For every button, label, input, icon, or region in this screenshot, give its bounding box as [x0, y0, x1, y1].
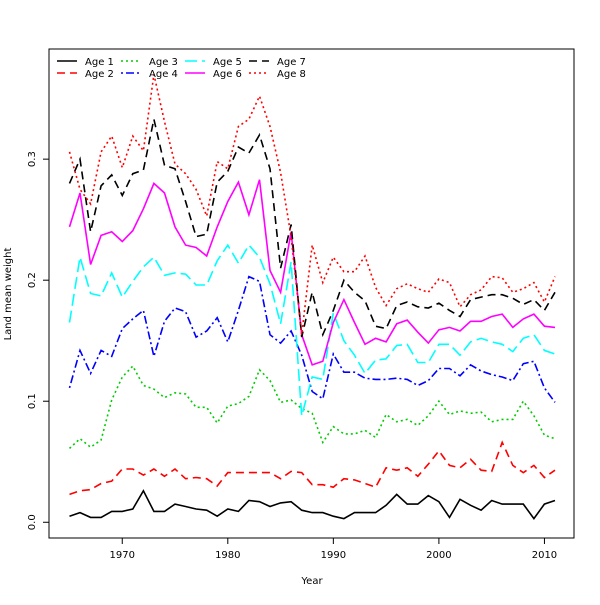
legend-label: Age 5 — [213, 57, 242, 68]
legend-label: Age 1 — [85, 57, 114, 68]
y-tick-label: 0.1 — [27, 393, 38, 409]
y-axis: 0.0 0.1 0.2 0.3 — [27, 151, 50, 530]
series-line-age-6 — [68, 179, 556, 366]
y-tick-label: 0.0 — [27, 514, 38, 530]
y-tick-label: 0.3 — [27, 151, 38, 167]
series-line-age-3 — [68, 364, 556, 449]
legend-label: Age 8 — [277, 69, 306, 80]
legend-label: Age 7 — [277, 57, 306, 68]
series-line-age-5 — [68, 243, 556, 417]
y-axis-label: Land mean weight — [3, 248, 14, 341]
x-axis-label: Year — [300, 576, 323, 587]
x-tick-label: 1980 — [215, 550, 240, 561]
x-tick-label: 1990 — [321, 550, 346, 561]
x-tick-label: 2010 — [532, 550, 557, 561]
series-line-age-8 — [68, 74, 556, 335]
series-line-age-4 — [68, 275, 556, 403]
series-line-age-2 — [69, 440, 556, 496]
legend-label: Age 2 — [85, 69, 114, 80]
series-lines — [68, 74, 556, 520]
series-line-age-7 — [68, 119, 556, 338]
legend-label: Age 6 — [213, 69, 242, 80]
x-tick-label: 1970 — [110, 550, 135, 561]
legend-label: Age 3 — [149, 57, 178, 68]
series-line-age-1 — [69, 489, 556, 520]
y-tick-label: 0.2 — [27, 272, 38, 288]
x-tick-label: 2000 — [426, 550, 451, 561]
x-axis: 1970 1980 1990 2000 2010 — [110, 537, 557, 561]
legend-label: Age 4 — [149, 69, 178, 80]
